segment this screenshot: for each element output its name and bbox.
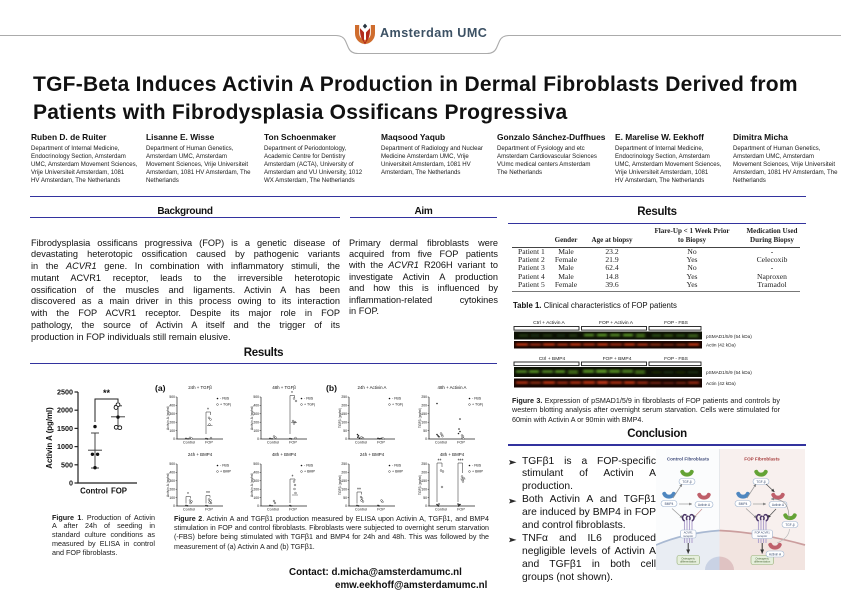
svg-text:**: ** [103,388,111,398]
svg-text:*: * [291,391,293,397]
svg-text:48h + BMP4: 48h + BMP4 [439,452,464,457]
svg-text:*: * [207,408,209,414]
svg-text:TGF-β: TGF-β [756,480,765,484]
svg-text:24h + BMP4: 24h + BMP4 [188,452,213,457]
svg-text:Activin A: Activin A [698,503,711,507]
svg-text:BMP4: BMP4 [739,502,748,506]
svg-text:**: ** [357,488,361,494]
svg-text:*: * [292,475,294,481]
svg-text:Activin A (pg/ml): Activin A (pg/ml) [45,407,54,469]
svg-text:**: ** [437,458,441,464]
svg-text:48h + BMP4: 48h + BMP4 [272,452,297,457]
svg-text:2500: 2500 [57,388,73,397]
svg-text:0: 0 [69,479,73,488]
svg-text:Ctrl + BMP4: Ctrl + BMP4 [539,356,566,362]
svg-text:Osteogenic: Osteogenic [755,556,769,560]
svg-text:1000: 1000 [57,442,73,451]
svg-text:Control Fibroblasts: Control Fibroblasts [667,457,710,462]
svg-text:differentiation: differentiation [680,560,697,564]
svg-text:Actin (42 kDa): Actin (42 kDa) [706,381,736,386]
svg-text:FOP - FBS: FOP - FBS [664,320,689,326]
svg-text:**: ** [206,491,210,497]
svg-text:Activin A: Activin A [772,503,785,507]
svg-text:2000: 2000 [57,406,73,415]
svg-text:receptor: receptor [683,534,693,538]
svg-text:BMP4: BMP4 [665,502,674,506]
svg-text:receptor: receptor [757,534,767,538]
svg-text:differentiation: differentiation [754,560,771,564]
svg-text:Osteogenic: Osteogenic [681,556,695,560]
svg-text:FOP: FOP [111,487,127,496]
svg-text:TGF-β: TGF-β [785,523,794,527]
svg-text:Actin (42 kDa): Actin (42 kDa) [706,343,736,348]
svg-text:500: 500 [61,460,73,469]
svg-text:48h + TGFβ: 48h + TGFβ [272,385,296,390]
svg-text:pSMAD1/5/9 (54 kDa): pSMAD1/5/9 (54 kDa) [706,370,752,375]
svg-text:48h + Activin A: 48h + Activin A [437,385,466,390]
svg-text:24h + TGFβ: 24h + TGFβ [188,385,212,390]
svg-text:FOP - FBS: FOP - FBS [664,356,689,362]
svg-text:FOP ACVR1: FOP ACVR1 [755,531,771,535]
svg-text:pSMAD1/5/9 (54 kDa): pSMAD1/5/9 (54 kDa) [706,334,752,339]
svg-text:FOP + BMP4: FOP + BMP4 [603,356,632,362]
svg-text:24h + BMP4: 24h + BMP4 [359,452,384,457]
svg-text:Ctrl + Activin A: Ctrl + Activin A [533,320,565,326]
svg-text:***: *** [457,458,463,464]
svg-text:FOP Fibroblasts: FOP Fibroblasts [744,457,780,462]
svg-text:TGF-β: TGF-β [682,480,691,484]
svg-text:24h + Activin A: 24h + Activin A [357,385,386,390]
svg-text:FOP + Activin A: FOP + Activin A [599,320,634,326]
svg-text:ACVR1: ACVR1 [684,531,693,535]
svg-text:1500: 1500 [57,424,73,433]
svg-text:*: * [187,492,189,498]
svg-text:Activin A: Activin A [769,552,782,556]
svg-text:Control: Control [80,487,108,496]
